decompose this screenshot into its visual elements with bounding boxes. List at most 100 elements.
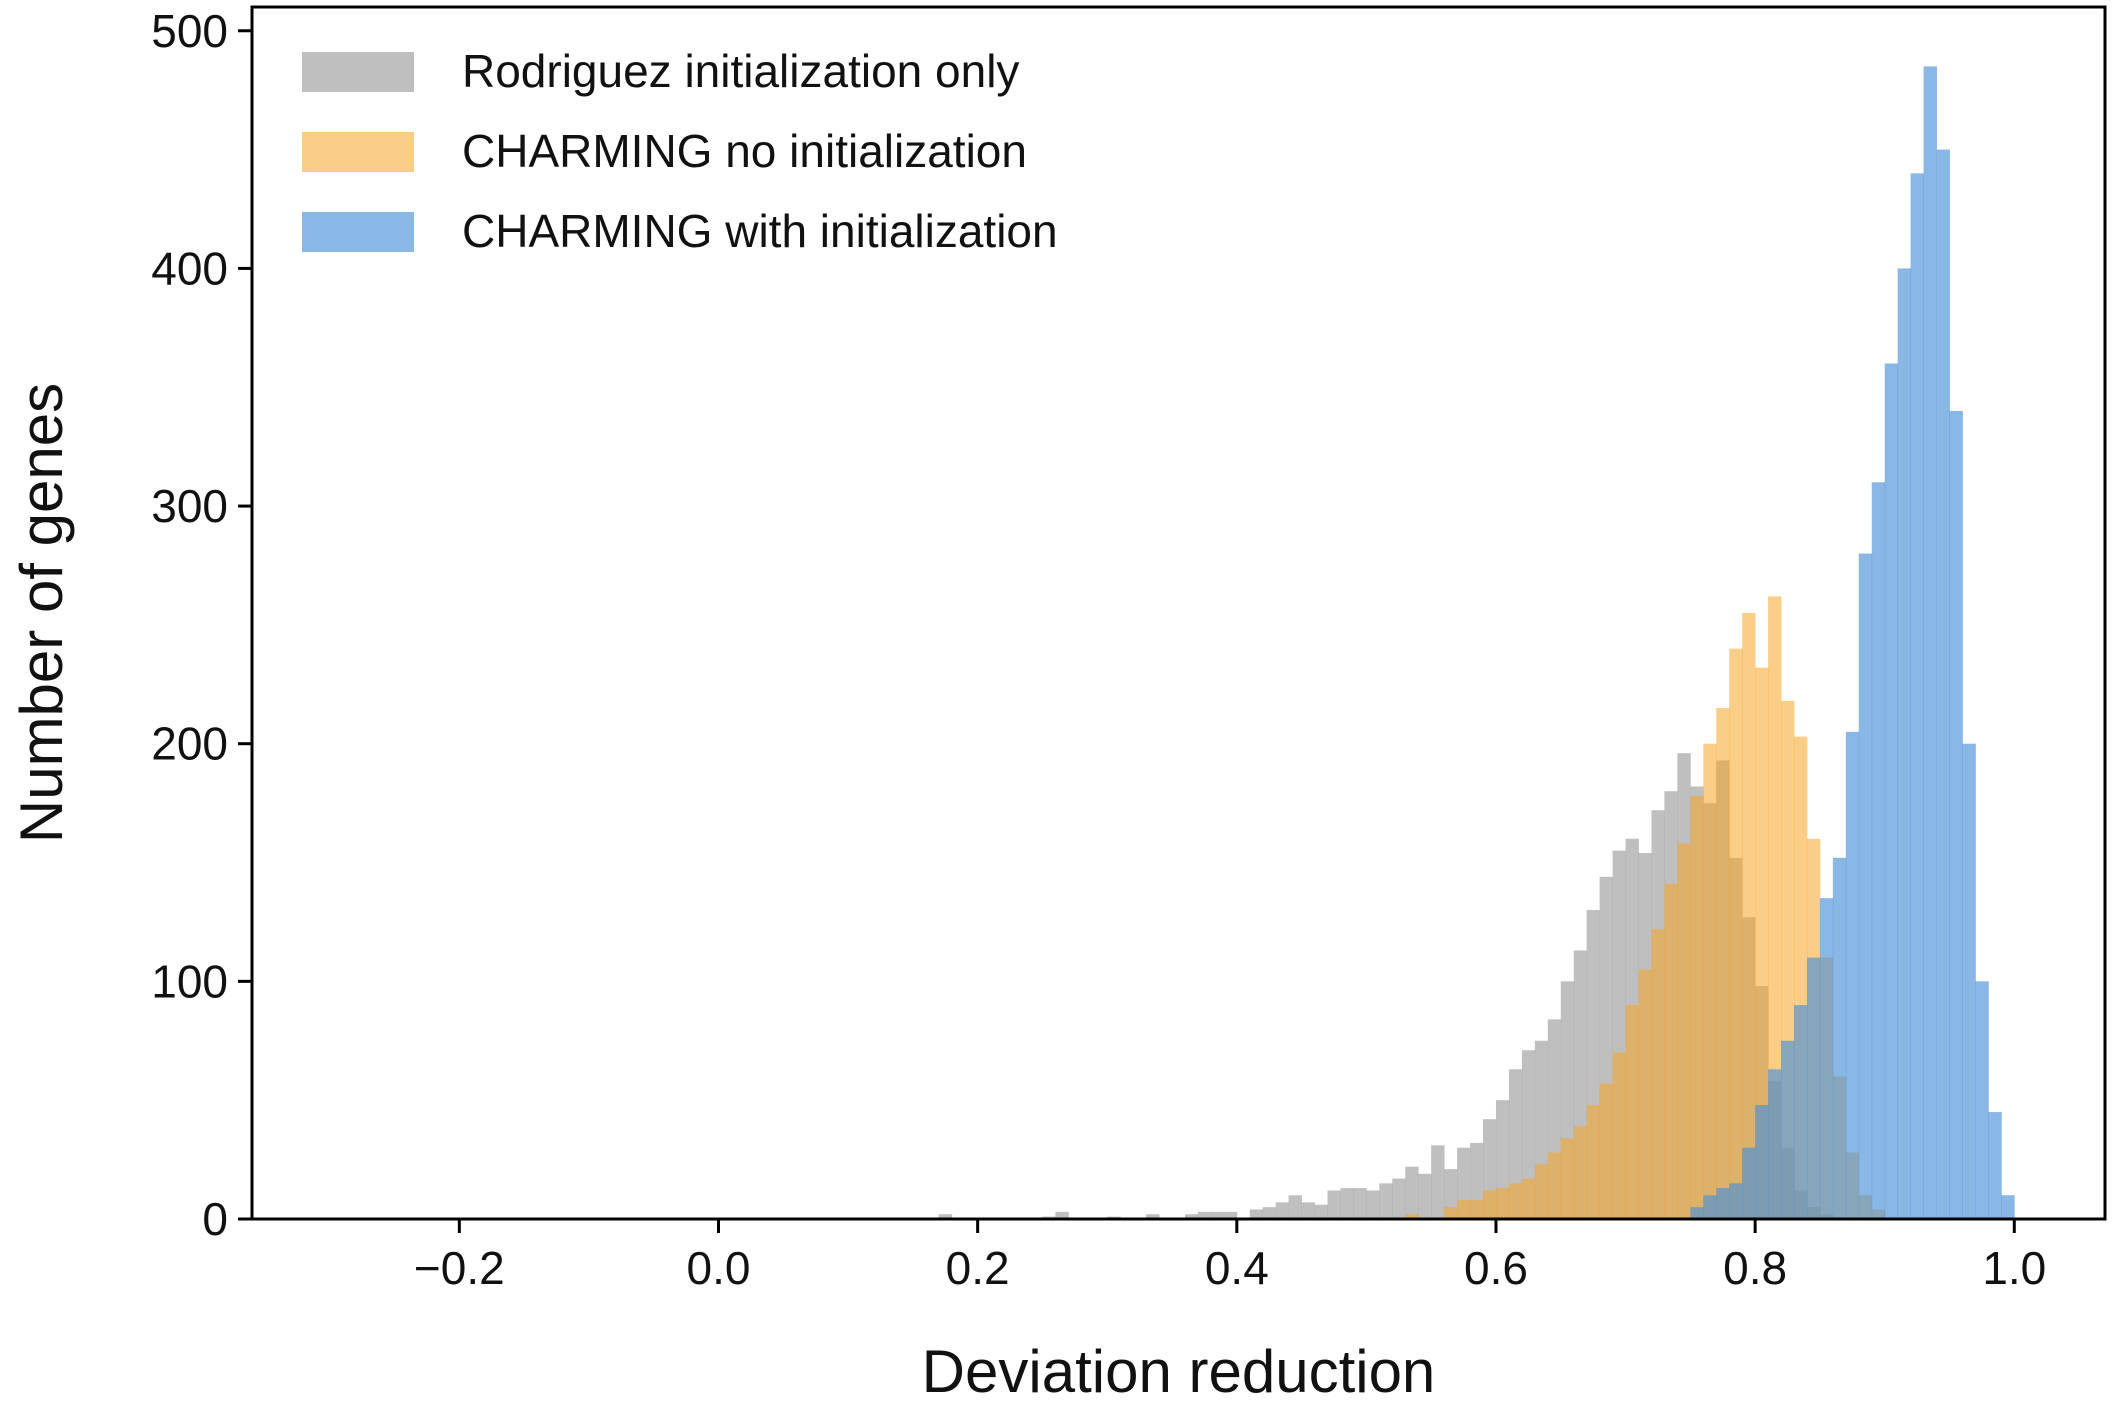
plot-border [250, 5, 2107, 1221]
legend-label: CHARMING with initialization [462, 205, 1058, 257]
histogram-bar [1249, 1209, 1264, 1219]
histogram-bar [1055, 1211, 1069, 1219]
histogram-bar [1534, 1164, 1549, 1219]
histogram-bar [1508, 1069, 1523, 1219]
histogram-bar [1340, 1188, 1354, 1219]
legend-swatch [302, 132, 414, 172]
histogram-bar [1716, 1188, 1730, 1219]
histogram-bar [1819, 898, 1834, 1219]
histogram-bar [1184, 1214, 1199, 1219]
histogram-bar [1262, 1207, 1277, 1219]
histogram-bar [1781, 1040, 1795, 1219]
histogram-bar [1884, 363, 1899, 1220]
histogram-bar [1392, 1178, 1406, 1219]
histogram-bar [1858, 553, 1873, 1219]
histogram-bar [1197, 1211, 1212, 1219]
histogram-bar [2001, 1195, 2015, 1219]
histogram-bar [1677, 843, 1691, 1219]
y-tick-label: 300 [151, 480, 228, 532]
histogram-bar [1495, 1188, 1510, 1219]
histogram-bar [1146, 1214, 1160, 1219]
x-tick-label: 0.2 [946, 1242, 1010, 1294]
histogram-bar [1910, 173, 1924, 1220]
histogram-bar [1521, 1178, 1536, 1219]
histogram-bar [1729, 1183, 1743, 1219]
histogram-bar [1897, 268, 1912, 1219]
histogram-bar [1288, 1195, 1302, 1219]
y-tick-label: 200 [151, 718, 228, 770]
histogram-bar [1755, 667, 1769, 1219]
histogram-bar [1444, 1207, 1458, 1219]
histogram-bar [1871, 482, 1886, 1219]
histogram-bar [1599, 1083, 1613, 1219]
legend-swatch [302, 52, 414, 92]
histogram-bar [1457, 1199, 1471, 1219]
histogram-bar [1690, 795, 1704, 1219]
histogram-bar [1949, 411, 1963, 1219]
x-tick-label: 0.8 [1723, 1242, 1787, 1294]
x-tick-label: −0.2 [414, 1242, 505, 1294]
histogram-bar [1703, 1195, 1717, 1219]
histogram-bar [1431, 1145, 1445, 1219]
y-tick-label: 0 [202, 1193, 228, 1245]
y-tick-label: 500 [151, 5, 228, 57]
histogram-bar [1832, 857, 1847, 1219]
histogram-bar [1275, 1202, 1290, 1219]
plot-frame [250, 5, 2107, 1221]
bars-layer [938, 66, 2015, 1220]
histogram-bar [1742, 613, 1756, 1219]
histogram-bar [1703, 743, 1717, 1219]
histogram-bar [1638, 969, 1652, 1219]
histogram-bar [1664, 883, 1678, 1219]
series-3 [1690, 66, 2015, 1220]
histogram-bar [1444, 1169, 1458, 1219]
histogram-bar [1690, 1207, 1704, 1219]
histogram-bar [1975, 981, 1989, 1219]
histogram-bar [1845, 731, 1860, 1219]
histogram-bar [1470, 1142, 1484, 1219]
histogram-bar [1923, 66, 1937, 1219]
histogram-bar [1936, 149, 1950, 1220]
histogram-bar [1651, 929, 1665, 1219]
histogram-bar [1366, 1190, 1380, 1219]
histogram-bar [1521, 1050, 1536, 1219]
histogram-bar [938, 1214, 953, 1219]
histogram-bar [1327, 1190, 1341, 1219]
histogram-bar [1573, 1126, 1588, 1219]
histogram-bar [1716, 708, 1730, 1219]
histogram-bar [1729, 648, 1743, 1219]
histogram-bar [1962, 743, 1976, 1219]
legend-label: CHARMING no initialization [462, 125, 1027, 177]
y-tick-label: 400 [151, 242, 228, 294]
x-tick-label: 0.0 [687, 1242, 751, 1294]
histogram-bar [1612, 1052, 1626, 1219]
histogram-bar [1768, 1069, 1782, 1219]
histogram-bar [1794, 1005, 1808, 1219]
x-tick-label: 0.4 [1205, 1242, 1269, 1294]
legend-label: Rodriguez initialization only [462, 45, 1019, 97]
histogram-bar [1483, 1190, 1497, 1219]
histogram-bar [1625, 1005, 1639, 1219]
histogram-bar [1470, 1199, 1484, 1219]
histogram-bar [1755, 1104, 1769, 1219]
histogram-bar [1586, 1104, 1601, 1219]
histogram-bar [1508, 1183, 1523, 1219]
histogram-bar [1547, 1152, 1562, 1219]
x-axis-ticks: −0.2 0.0 0.2 0.4 0.6 0.8 1.0 [414, 1219, 2046, 1294]
legend: Rodriguez initialization only CHARMING no… [302, 45, 1058, 257]
y-axis-label: Number of genes [8, 383, 75, 843]
histogram-bar [1768, 596, 1782, 1219]
histogram-bar [1210, 1211, 1225, 1219]
histogram-bar [1560, 1138, 1575, 1219]
x-axis-label: Deviation reduction [922, 1338, 1436, 1405]
histogram-bar [1223, 1211, 1238, 1219]
x-tick-label: 1.0 [1982, 1242, 2046, 1294]
histogram-bar [1405, 1214, 1419, 1219]
histogram-bar [1301, 1202, 1315, 1219]
x-tick-label: 0.6 [1464, 1242, 1528, 1294]
histogram-bar [1806, 957, 1821, 1219]
legend-swatch [302, 212, 414, 252]
histogram-bar [1988, 1112, 2002, 1219]
